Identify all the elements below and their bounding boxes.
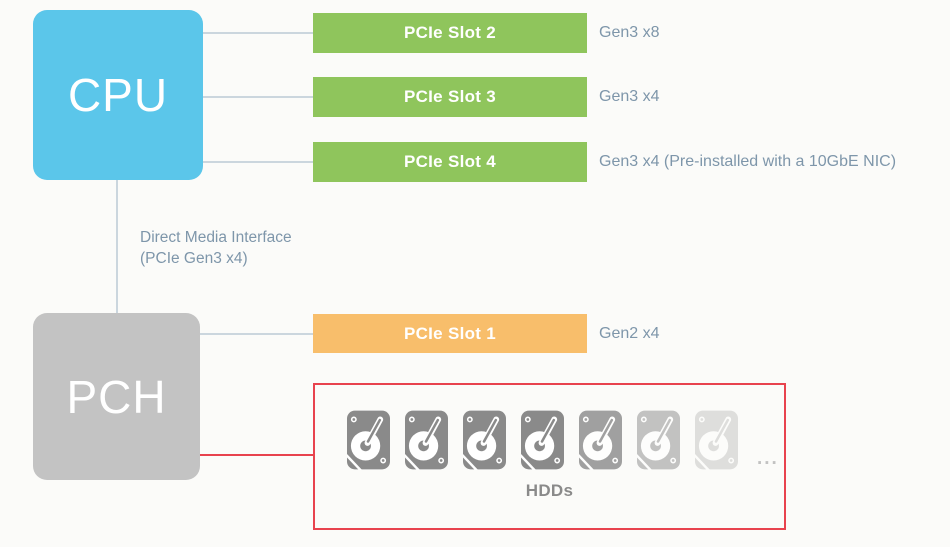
pcie-slot-4-label: PCIe Slot 4 (403, 152, 497, 171)
dmi-label-line1: Direct Media Interface (140, 229, 292, 246)
pcie-slot-2-row: PCIe Slot 2 Gen3 x8 (0, 13, 950, 53)
pcie-slot-2-spec: Gen3 x8 (599, 24, 660, 41)
pcie-slot-1-row: PCIe Slot 1 Gen2 x4 (0, 314, 950, 354)
pcie-slot-4-bar: PCIe Slot 4 (313, 142, 587, 182)
pcie-slot-2-label: PCIe Slot 2 (403, 23, 497, 42)
pcie-slot-3-label: PCIe Slot 3 (403, 87, 497, 106)
hdd-icon (579, 410, 622, 470)
pch-label: PCH (66, 370, 167, 423)
hdd-group-label: HDDs (525, 481, 574, 500)
cpu-label: CPU (67, 69, 169, 121)
pch-slot1-connector-line (200, 333, 313, 335)
pcie-slot-3-spec: Gen3 x4 (599, 88, 660, 105)
hdd-ellipsis: ... (757, 448, 779, 469)
hdd-icon-row: ... (347, 410, 779, 470)
hdd-group-box: ... HDDs (313, 383, 786, 530)
hdd-icon (695, 410, 738, 470)
cpu-block: CPU (33, 10, 203, 180)
pcie-slot-3-bar: PCIe Slot 3 (313, 77, 587, 117)
hdd-icon (347, 410, 390, 470)
pcie-slot-4-row: PCIe Slot 4 Gen3 x4 (Pre-installed with … (0, 142, 950, 182)
pcie-slot-1-bar: PCIe Slot 1 (313, 314, 587, 353)
cpu-slot4-connector-line (203, 161, 313, 163)
pcie-slot-4-spec: Gen3 x4 (Pre-installed with a 10GbE NIC) (599, 153, 897, 170)
pcie-slot-2-bar: PCIe Slot 2 (313, 13, 587, 53)
dmi-label-line2: (PCIe Gen3 x4) (140, 250, 248, 267)
cpu-pch-connector-line (116, 180, 118, 313)
hdd-icon (405, 410, 448, 470)
hdd-icon (637, 410, 680, 470)
pch-hdd-connector-line (200, 454, 313, 456)
pcie-slot-1-label: PCIe Slot 1 (403, 323, 497, 343)
hdd-icon (521, 410, 564, 470)
cpu-slot3-connector-line (203, 96, 313, 98)
hdd-icon (463, 410, 506, 470)
pch-block: PCH (33, 313, 200, 480)
pcie-slot-1-spec: Gen2 x4 (599, 325, 660, 342)
pcie-slot-3-row: PCIe Slot 3 Gen3 x4 (0, 77, 950, 117)
cpu-slot2-connector-line (203, 32, 313, 34)
dmi-label: Direct Media Interface (PCIe Gen3 x4) (140, 227, 292, 269)
